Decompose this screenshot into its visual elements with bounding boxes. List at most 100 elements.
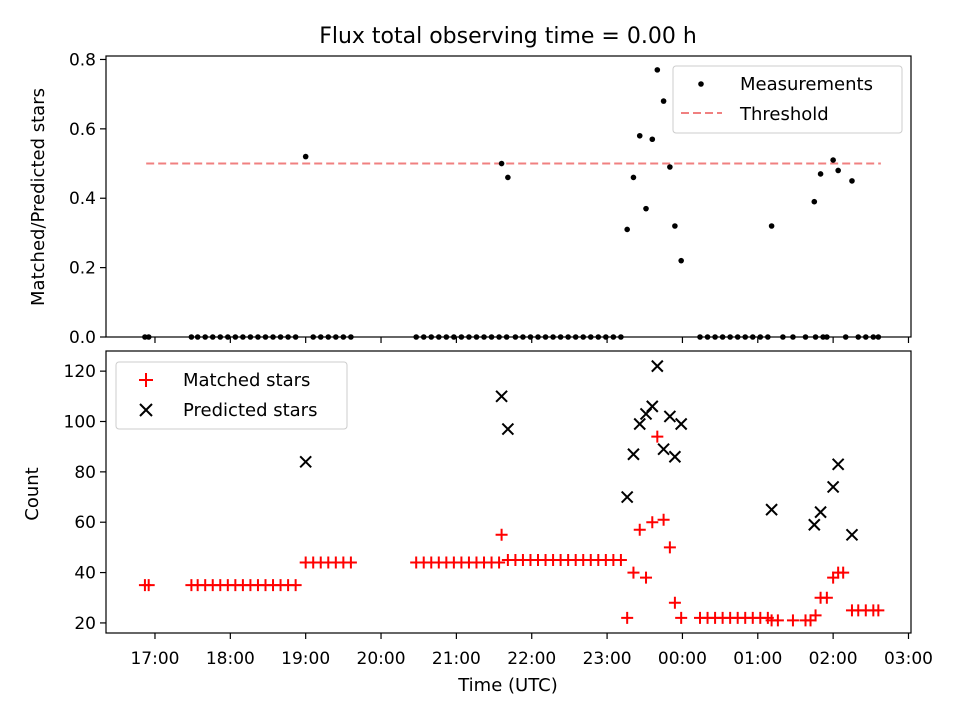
predicted-star-point	[674, 417, 688, 431]
matched-star-point	[771, 614, 784, 627]
x-tick-label: 01:00	[733, 649, 782, 669]
measurement-point	[811, 198, 818, 205]
top-panel-x-ticks	[154, 337, 910, 343]
top-panel-y-label: Matched/Predicted stars	[28, 88, 49, 306]
matched-star-point	[621, 611, 634, 624]
predicted-star-point	[845, 528, 859, 542]
matched-star-point	[614, 553, 627, 566]
x-tick-label: 18:00	[206, 649, 255, 669]
x-tick-label: 23:00	[583, 649, 632, 669]
matched-star-point	[627, 566, 640, 579]
legend-box	[672, 65, 903, 134]
y-tick-label: 0.2	[69, 259, 96, 279]
predicted-star-point	[627, 448, 640, 461]
predicted-star-point	[814, 505, 827, 519]
top-panel-frame	[105, 55, 912, 338]
y-tick-label: 20	[74, 614, 96, 634]
measurement-point	[636, 132, 643, 139]
predicted-star-point	[633, 417, 646, 431]
predicted-star-point	[501, 422, 515, 436]
y-tick-label: 120	[64, 362, 96, 382]
predicted-star-point	[668, 450, 682, 463]
y-tick-label: 0.4	[69, 189, 96, 209]
y-tick-label: 40	[74, 564, 96, 584]
y-tick-label: 0.0	[69, 328, 96, 348]
legend-label-predicted: Predicted stars	[183, 400, 317, 421]
bottom-panel-legend: Matched stars Predicted stars	[115, 361, 348, 430]
y-tick-label: 60	[74, 513, 96, 533]
x-tick-label: 21:00	[432, 649, 481, 669]
matched-star-point	[646, 516, 659, 529]
chart-title: Flux total observing time = 0.00 h	[319, 24, 697, 49]
bottom-panel-plot	[138, 359, 885, 627]
bottom-panel-y-label: Count	[22, 467, 43, 520]
predicted-star-point	[808, 518, 821, 531]
legend-marker-matched	[139, 373, 153, 387]
matched-star-point	[493, 556, 506, 569]
matched-star-point	[495, 528, 508, 541]
bottom-panel-x-ticks: 17:00 18:00 19:00 20:00 21:00 22:00 23:00 00:00…	[130, 633, 933, 669]
predicted-star-point	[826, 480, 840, 494]
predicted-star-point	[657, 442, 670, 456]
measurement-point	[849, 178, 855, 184]
matched-star-point	[675, 611, 688, 624]
bottom-panel-frame	[105, 350, 912, 634]
top-panel-legend: Measurements Threshold	[672, 65, 903, 134]
predicted-star-point	[620, 490, 634, 504]
matched-star-point	[289, 579, 302, 592]
predicted-star-point	[663, 410, 677, 423]
legend-marker-measurements	[698, 81, 704, 87]
x-axis-label: Time (UTC)	[457, 675, 558, 696]
matched-star-point	[344, 556, 357, 569]
matched-star-point	[837, 566, 850, 579]
measurement-point	[660, 98, 667, 104]
measurement-point	[302, 153, 309, 160]
matched-star-point	[872, 604, 885, 617]
legend-box	[115, 361, 348, 430]
measurement-point	[672, 223, 678, 229]
x-tick-label: 02:00	[809, 649, 858, 669]
measurement-point	[830, 157, 836, 163]
matched-star-point	[142, 579, 155, 592]
x-tick-label: 00:00	[658, 649, 707, 669]
legend-marker-predicted	[139, 403, 153, 417]
measurement-point	[768, 223, 775, 229]
predicted-star-point	[646, 400, 659, 413]
predicted-star-point	[765, 503, 778, 516]
y-tick-label: 0.6	[69, 120, 96, 140]
predicted-star-point	[831, 458, 845, 471]
matched-star-point	[633, 523, 646, 536]
legend-label-measurements: Measurements	[740, 74, 873, 95]
x-tick-label: 22:00	[507, 649, 556, 669]
matched-star-point	[786, 614, 799, 627]
x-tick-label: 17:00	[130, 649, 179, 669]
legend-label-threshold: Threshold	[739, 104, 829, 125]
matched-star-point	[640, 571, 653, 584]
matched-star-point	[820, 591, 833, 604]
bottom-panel-y-ticks: 20 40 60 80 100 120	[64, 362, 106, 634]
measurement-point	[505, 174, 511, 181]
measurement-point	[678, 257, 684, 264]
matched-star-point	[804, 614, 817, 627]
legend-label-matched: Matched stars	[183, 370, 310, 391]
matched-star-point	[663, 541, 676, 554]
y-tick-label: 0.8	[69, 50, 96, 70]
measurement-point	[643, 205, 649, 212]
x-tick-label: 19:00	[281, 649, 330, 669]
matched-star-point	[657, 513, 670, 526]
measurement-point	[667, 164, 673, 170]
x-tick-label: 20:00	[357, 649, 406, 669]
x-tick-label: 03:00	[884, 649, 933, 669]
matched-star-point	[827, 571, 840, 584]
y-tick-label: 100	[64, 413, 96, 433]
measurement-point	[654, 67, 661, 73]
predicted-star-point	[495, 390, 508, 403]
matched-star-point	[809, 609, 822, 622]
matched-star-point	[651, 430, 664, 443]
y-tick-label: 80	[74, 463, 96, 483]
measurement-point	[624, 226, 630, 233]
matched-star-point	[668, 596, 681, 609]
measurement-point	[498, 160, 505, 167]
predicted-star-point	[651, 359, 664, 373]
